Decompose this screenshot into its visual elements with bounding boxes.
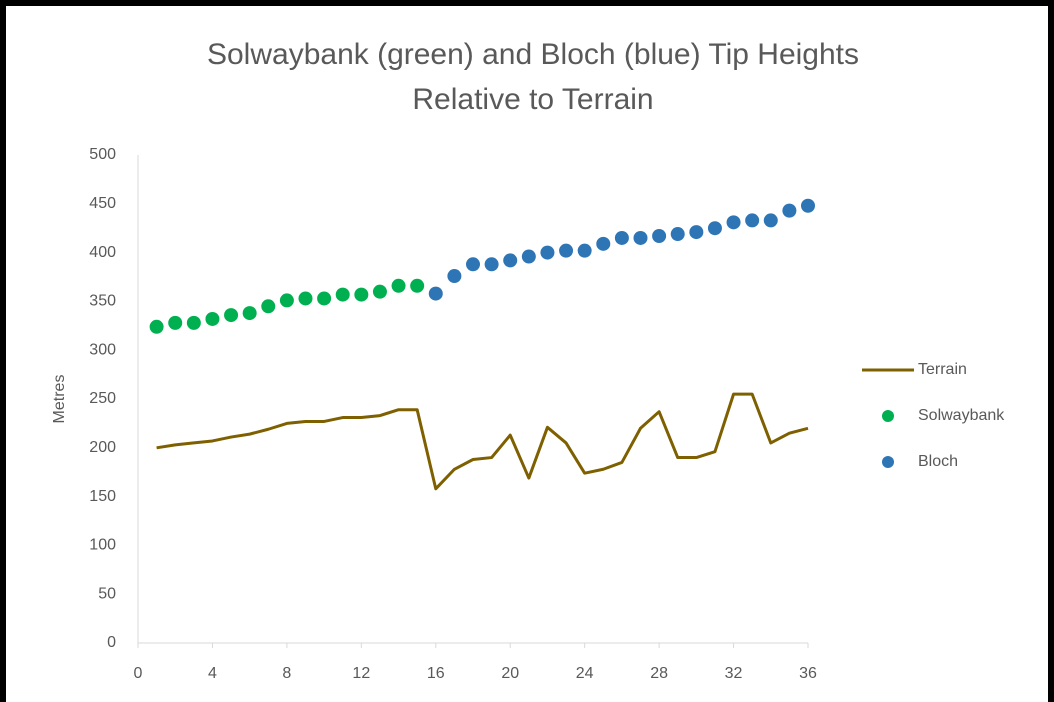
y-tick-label: 0	[107, 634, 116, 651]
point	[503, 253, 518, 268]
point	[633, 230, 648, 245]
point	[391, 278, 406, 293]
point	[484, 257, 499, 272]
point	[317, 291, 332, 306]
point	[354, 287, 369, 302]
point	[428, 286, 443, 301]
legend-swatch	[882, 456, 894, 468]
point	[447, 269, 462, 284]
x-tick-label: 32	[725, 665, 743, 682]
point	[298, 291, 313, 306]
point	[372, 284, 387, 299]
x-tick-label: 12	[352, 665, 370, 682]
point	[186, 315, 201, 330]
point	[559, 243, 574, 258]
legend-swatch	[882, 410, 894, 422]
point	[521, 249, 536, 264]
y-tick-label: 350	[89, 293, 116, 310]
y-axis-label: Metres	[51, 375, 68, 424]
point	[670, 227, 685, 242]
x-tick-label: 24	[576, 665, 594, 682]
x-tick-label: 36	[799, 665, 817, 682]
legend-label: Solwaybank	[918, 407, 1005, 424]
point	[596, 236, 611, 251]
point	[224, 308, 239, 323]
x-tick-label: 4	[208, 665, 217, 682]
y-tick-label: 300	[89, 341, 116, 358]
point	[652, 229, 667, 244]
point	[242, 306, 257, 321]
point	[168, 315, 183, 330]
point	[726, 215, 741, 230]
point	[279, 293, 294, 308]
y-tick-label: 450	[89, 195, 116, 212]
legend-label: Bloch	[918, 453, 958, 470]
point	[707, 221, 722, 236]
point	[410, 278, 425, 293]
y-tick-label: 100	[89, 537, 116, 554]
point	[801, 198, 815, 213]
chart-title: Relative to Terrain	[412, 83, 653, 116]
y-tick-label: 250	[89, 390, 116, 407]
point	[689, 225, 704, 240]
x-tick-label: 20	[501, 665, 519, 682]
point	[614, 230, 629, 245]
x-tick-label: 8	[282, 665, 291, 682]
point	[782, 203, 797, 218]
x-tick-label: 16	[427, 665, 445, 682]
point	[577, 243, 592, 258]
point	[205, 311, 220, 326]
point	[466, 257, 480, 272]
point	[540, 245, 555, 260]
point	[261, 299, 276, 314]
x-tick-label: 28	[650, 665, 668, 682]
y-tick-label: 200	[89, 439, 116, 456]
y-tick-label: 50	[98, 585, 116, 602]
point	[745, 213, 760, 228]
terrain-line	[156, 392, 809, 491]
point	[335, 287, 350, 302]
x-tick-label: 0	[134, 665, 143, 682]
y-tick-label: 400	[89, 244, 116, 261]
point	[149, 319, 164, 334]
point	[763, 213, 778, 228]
y-tick-label: 150	[89, 488, 116, 505]
y-tick-label: 500	[89, 146, 116, 163]
legend-label: Terrain	[918, 361, 967, 378]
chart-title: Solwaybank (green) and Bloch (blue) Tip …	[207, 38, 859, 71]
